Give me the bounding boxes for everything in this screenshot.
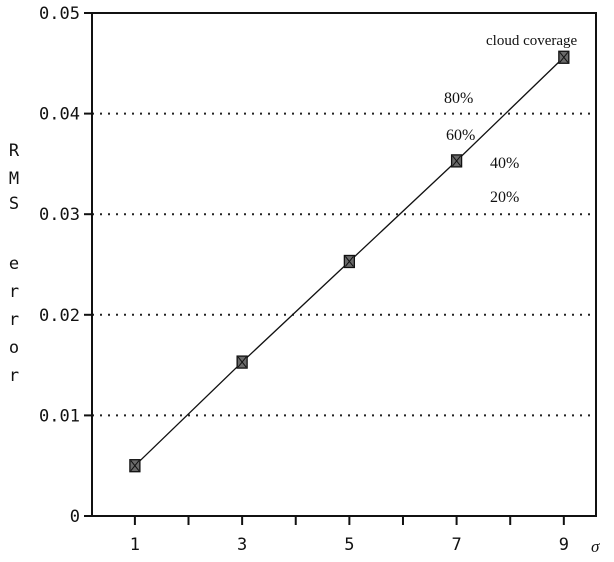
y-axis-label-char-3: e — [4, 254, 24, 274]
y-axis-ticks: 0 0.01 0.02 0.03 0.04 0.05 — [39, 4, 92, 527]
x-tick-label-3: 7 — [451, 535, 461, 555]
y-tick-label-5: 0.05 — [39, 4, 80, 24]
x-axis-label: σ — [591, 537, 600, 556]
y-axis-label-char-5: r — [4, 310, 24, 330]
y-axis-label-char-0: R — [4, 141, 24, 161]
y-axis-label-char-6: o — [4, 338, 24, 358]
x-axis-ticks: 1 3 5 7 9 — [130, 516, 569, 555]
legend-title: cloud coverage — [486, 33, 578, 49]
y-tick-label-4: 0.04 — [39, 105, 80, 125]
y-tick-label-3: 0.03 — [39, 205, 80, 225]
x-tick-label-0: 1 — [130, 535, 140, 555]
level-label-40: 40% — [490, 155, 519, 172]
level-label-60: 60% — [446, 127, 475, 144]
y-axis-label-char-4: r — [4, 282, 24, 302]
y-axis-label-char-2: S — [4, 194, 24, 214]
y-tick-label-2: 0.02 — [39, 306, 80, 326]
level-label-20: 20% — [490, 189, 519, 206]
y-axis-label-char-1: M — [4, 169, 24, 189]
y-axis-label-char-7: r — [4, 366, 24, 386]
level-label-80: 80% — [444, 90, 473, 107]
data-point-4 — [559, 51, 569, 63]
data-point-1 — [237, 356, 247, 368]
y-tick-label-1: 0.01 — [39, 406, 80, 426]
data-point-0 — [130, 460, 140, 472]
x-tick-label-2: 5 — [344, 535, 354, 555]
y-tick-label-0: 0 — [70, 507, 80, 527]
x-tick-label-1: 3 — [237, 535, 247, 555]
x-tick-label-4: 9 — [559, 535, 569, 555]
data-point-2 — [344, 255, 354, 267]
data-point-3 — [452, 155, 462, 167]
